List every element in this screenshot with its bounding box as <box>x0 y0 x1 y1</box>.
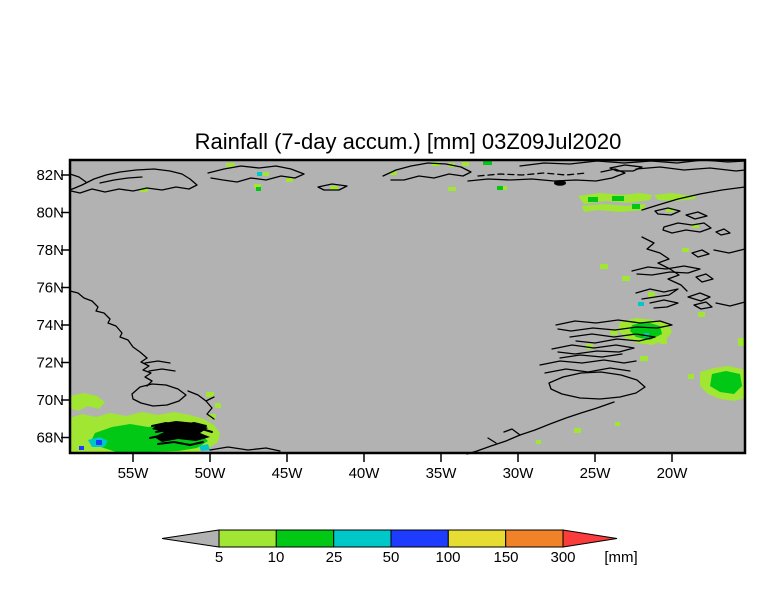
rain-shading-layer <box>70 161 745 452</box>
y-tick-label: 80N <box>36 205 64 222</box>
x-tick-label: 35W <box>426 465 458 482</box>
x-tick-label: 40W <box>349 465 381 482</box>
colorbar: 5 10 25 50 100 150 300 [mm] <box>161 529 638 566</box>
colorbar-segment-25-50 <box>333 529 392 548</box>
x-tick-label: 25W <box>580 465 612 482</box>
chart-title: Rainfall (7-day accum.) [mm] 03Z09Jul202… <box>195 129 622 154</box>
colorbar-segment-150-300 <box>505 529 564 548</box>
colorbar-level-label: 300 <box>550 549 575 566</box>
colorbar-segment-50-100 <box>390 529 449 548</box>
colorbar-segment-5-10 <box>218 529 277 548</box>
x-tick-label: 20W <box>657 465 689 482</box>
y-tick-label: 70N <box>36 392 64 409</box>
map-frame <box>68 158 747 455</box>
y-tick-label: 76N <box>36 280 64 297</box>
y-tick-label: 78N <box>36 242 64 259</box>
colorbar-level-label: 100 <box>435 549 460 566</box>
x-tick-label: 55W <box>118 465 150 482</box>
colorbar-level-label: 150 <box>493 549 518 566</box>
colorbar-level-label: 5 <box>215 549 223 566</box>
colorbar-level-label: 10 <box>268 549 285 566</box>
colorbar-level-label: 25 <box>326 549 343 566</box>
colorbar-arrow-below-min <box>161 529 220 548</box>
map-area <box>70 160 745 453</box>
x-tick-label: 30W <box>503 465 535 482</box>
y-tick-label: 74N <box>36 317 64 334</box>
colorbar-level-label: 50 <box>383 549 400 566</box>
colorbar-segment-100-150 <box>447 529 507 548</box>
coastline-layer <box>69 159 746 455</box>
x-tick-label: 45W <box>272 465 304 482</box>
y-tick-label: 82N <box>36 167 64 184</box>
x-axis: 55W 50W 45W 40W 35W 30W 25W 20W <box>118 453 689 482</box>
y-tick-label: 72N <box>36 355 64 372</box>
colorbar-segment-10-25 <box>275 529 335 548</box>
x-tick-label: 50W <box>195 465 227 482</box>
colorbar-arrow-above-max <box>562 529 618 548</box>
y-tick-label: 68N <box>36 430 64 447</box>
y-axis: 82N 80N 78N 76N 74N 72N 70N 68N <box>36 167 70 447</box>
colorbar-unit-label: [mm] <box>604 549 637 566</box>
